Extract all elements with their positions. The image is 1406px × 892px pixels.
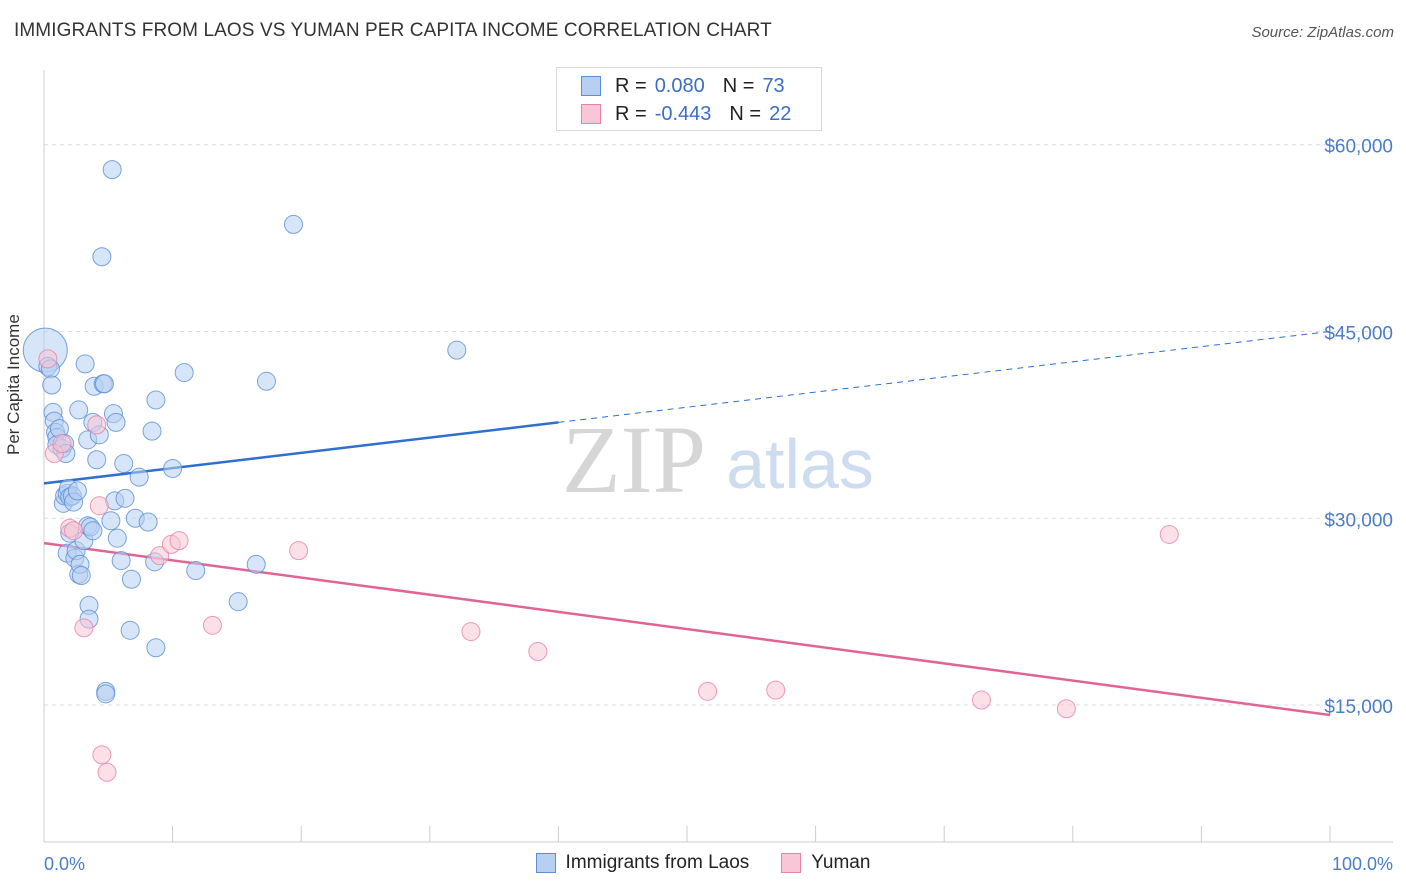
laos-point: [283, 214, 303, 234]
yuman-point: [971, 690, 991, 710]
yuman-point: [74, 618, 94, 638]
legend-r-value: 0.080: [654, 74, 705, 97]
laos-point: [121, 569, 141, 589]
yuman-point: [52, 434, 72, 454]
watermark-atlas: atlas: [726, 425, 874, 503]
yuman-point: [87, 415, 107, 435]
laos-point: [107, 528, 127, 548]
laos-point: [106, 412, 126, 432]
laos-point: [256, 371, 276, 391]
laos-point: [447, 340, 467, 360]
laos-point: [42, 375, 62, 395]
source-note: Source: ZipAtlas.com: [1251, 24, 1394, 41]
laos-point: [120, 620, 140, 640]
laos-point: [138, 512, 158, 532]
x-tick-min: 0.0%: [44, 854, 85, 874]
laos-point: [142, 421, 162, 441]
legend-n-value: 22: [769, 102, 792, 125]
legend-label-laos: Immigrants from Laos: [565, 852, 750, 873]
yuman-point: [1159, 524, 1179, 544]
yuman-point: [766, 680, 786, 700]
laos-point: [96, 684, 116, 704]
legend-label-yuman: Yuman: [811, 852, 871, 873]
legend-row-laos: R = 0.080 N = 73: [581, 72, 785, 100]
laos-trend-line: [43, 421, 559, 485]
legend-r-label: R =: [615, 102, 647, 125]
yuman-point: [289, 541, 309, 561]
yuman-point: [89, 496, 109, 516]
laos-point: [163, 458, 183, 478]
laos-point: [67, 481, 87, 501]
laos-point: [71, 566, 91, 586]
laos-point: [69, 400, 89, 420]
yuman-point: [38, 349, 58, 369]
y-tick-label: $30,000: [1324, 510, 1393, 531]
legend-n-label: N =: [722, 74, 755, 97]
yuman-point: [97, 762, 117, 782]
legend-swatch-laos: [535, 853, 556, 873]
laos-point: [246, 554, 266, 574]
yuman-point: [92, 745, 112, 765]
legend-n-label: N =: [729, 102, 762, 125]
y-tick-labels: $60,000 $45,000 $30,000 $15,000: [1324, 137, 1393, 718]
watermark-zip: ZIP: [562, 406, 706, 513]
laos-point: [83, 521, 103, 541]
yuman-point: [150, 546, 170, 566]
yuman-point: [698, 681, 718, 701]
legend-r-value: -0.443: [654, 102, 712, 125]
yuman-point: [1056, 699, 1076, 719]
yuman-point: [528, 641, 548, 661]
laos-point: [146, 638, 166, 658]
legend-swatch-laos: [581, 76, 601, 96]
laos-point: [101, 511, 121, 531]
yuman-point: [169, 531, 189, 551]
data-points: [22, 160, 1179, 782]
laos-point: [94, 374, 114, 394]
legend-swatch-yuman: [581, 104, 601, 124]
laos-point: [92, 247, 112, 267]
legend-item-laos[interactable]: Immigrants from Laos: [535, 852, 750, 874]
trend-lines: [43, 330, 1331, 717]
grid-lines: [44, 144, 1393, 706]
legend-item-yuman[interactable]: Yuman: [781, 852, 870, 874]
laos-point: [114, 453, 134, 473]
laos-point: [174, 363, 194, 383]
laos-point: [115, 488, 135, 508]
axes: [43, 70, 1393, 843]
laos-point: [111, 551, 131, 571]
y-tick-label: $15,000: [1324, 697, 1393, 718]
yuman-point: [64, 521, 84, 541]
laos-point: [129, 467, 149, 487]
legend-row-yuman: R = -0.443 N = 22: [581, 100, 791, 128]
y-tick-label: $45,000: [1324, 323, 1393, 344]
laos-point: [228, 592, 248, 612]
laos-point: [102, 160, 122, 180]
legend-r-label: R =: [615, 74, 647, 97]
yuman-point: [202, 615, 222, 635]
laos-point: [75, 354, 95, 374]
laos-point: [87, 450, 107, 470]
y-tick-label: $60,000: [1324, 137, 1393, 158]
yuman-trend-line: [43, 541, 1331, 717]
legend-swatch-yuman: [781, 853, 802, 873]
stats-legend: R = 0.080 N = 73 R = -0.443 N = 22: [556, 67, 822, 131]
legend-n-value: 73: [762, 74, 785, 97]
laos-point: [186, 561, 206, 581]
laos-point: [146, 390, 166, 410]
series-legend: Immigrants from Laos Yuman: [0, 852, 1406, 874]
chart-title: IMMIGRANTS FROM LAOS VS YUMAN PER CAPITA…: [14, 20, 772, 41]
x-tick-max: 100.0%: [1332, 854, 1393, 874]
yuman-point: [461, 622, 481, 642]
laos-trend-extension: [558, 330, 1331, 423]
